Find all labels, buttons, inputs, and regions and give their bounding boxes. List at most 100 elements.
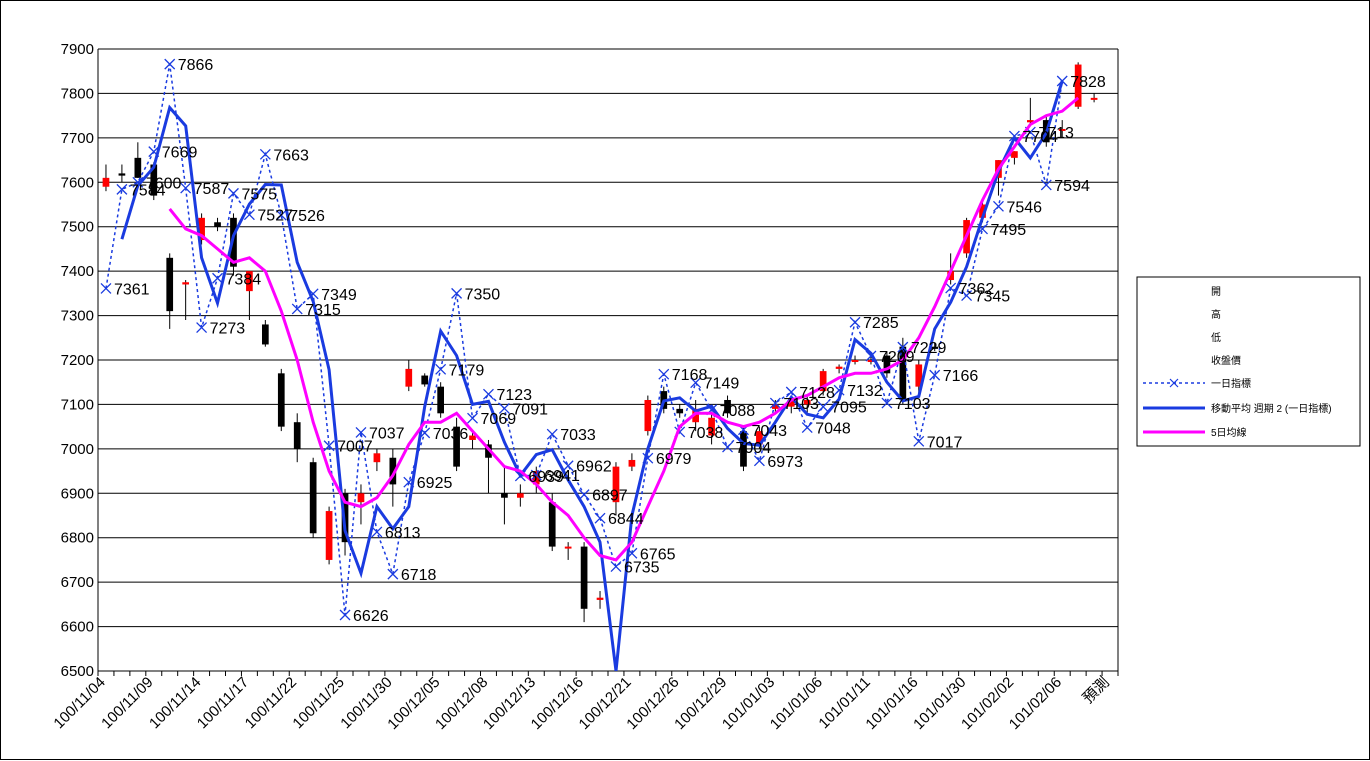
candle xyxy=(596,591,604,609)
candle-body xyxy=(501,493,508,498)
data-label: 7017 xyxy=(927,434,963,451)
series-point xyxy=(610,561,622,573)
series-point xyxy=(355,426,367,438)
x-tick-label: 101/02/06 xyxy=(1006,674,1065,733)
series-point xyxy=(1040,179,1052,191)
candle-body xyxy=(1074,64,1082,107)
series-point xyxy=(961,290,973,302)
candle-body xyxy=(437,386,445,414)
x-tick-label: 預測 xyxy=(1080,674,1113,707)
candle-body xyxy=(756,431,763,445)
candle-body xyxy=(309,462,317,534)
data-label: 7704 xyxy=(1022,129,1058,146)
series-point xyxy=(467,412,478,424)
candle xyxy=(134,142,142,178)
candle-body xyxy=(532,471,540,485)
candle xyxy=(580,542,588,623)
y-tick-label: 7000 xyxy=(61,441,94,458)
x-tick-label: 100/11/09 xyxy=(98,674,156,732)
data-label: 6626 xyxy=(353,608,389,625)
data-label: 7349 xyxy=(321,287,357,304)
y-tick-label: 7800 xyxy=(61,85,94,102)
data-label: 7584 xyxy=(130,182,166,199)
candle xyxy=(931,342,939,352)
candle-body xyxy=(150,164,158,196)
candle-body xyxy=(166,257,174,312)
series-point xyxy=(498,402,510,414)
candle-body xyxy=(979,204,986,218)
data-label: 7168 xyxy=(672,367,708,384)
series-point xyxy=(116,183,128,195)
series-point xyxy=(993,200,1004,212)
candle-body xyxy=(214,222,221,227)
candle xyxy=(102,164,110,192)
candle-body xyxy=(867,360,875,362)
candle-body xyxy=(277,373,285,427)
data-label: 7828 xyxy=(1070,74,1106,91)
candle-body xyxy=(1058,128,1066,131)
data-label: 7362 xyxy=(959,281,995,298)
series-point xyxy=(451,287,463,299)
data-label: 7229 xyxy=(911,340,947,357)
series-point xyxy=(546,428,558,440)
data-label: 7043 xyxy=(751,423,787,440)
candle-body xyxy=(373,453,381,463)
candle xyxy=(501,466,508,525)
series-point xyxy=(275,209,287,221)
data-label: 7345 xyxy=(975,289,1011,306)
data-label: 6973 xyxy=(767,454,803,471)
data-label: 7166 xyxy=(943,368,979,385)
series-line xyxy=(120,80,1064,671)
candle xyxy=(516,484,524,507)
data-label: 7527 xyxy=(257,208,293,225)
y-tick-label: 7600 xyxy=(61,174,94,191)
gridlines xyxy=(97,48,1119,672)
candle-body xyxy=(628,459,636,467)
series-point xyxy=(578,489,590,501)
candle xyxy=(230,213,237,276)
y-tick-label: 7700 xyxy=(61,130,94,147)
candle-body xyxy=(118,173,126,176)
series-point xyxy=(339,609,351,621)
series-point xyxy=(435,363,447,375)
series-point xyxy=(212,272,223,284)
candle-body xyxy=(819,371,827,392)
candle xyxy=(1026,97,1034,125)
data-label: 7384 xyxy=(226,271,262,288)
candle-body xyxy=(469,435,476,440)
candle xyxy=(676,404,684,418)
candle-body xyxy=(293,422,301,449)
data-label: 7713 xyxy=(1038,125,1074,142)
candle xyxy=(851,355,859,365)
candle xyxy=(246,271,253,321)
data-label: 6765 xyxy=(640,546,676,563)
data-label: 7495 xyxy=(991,222,1027,239)
candle xyxy=(325,506,333,565)
series-point xyxy=(371,526,383,538)
data-label: 7088 xyxy=(720,403,756,420)
series-point xyxy=(132,176,144,188)
data-label: 6979 xyxy=(656,451,692,468)
candle xyxy=(214,217,221,232)
series-point xyxy=(690,377,702,389)
data-label: 7037 xyxy=(369,425,405,442)
legend-entry: 收盤價 xyxy=(1211,354,1241,367)
series-point xyxy=(100,283,112,294)
y-tick-label: 7300 xyxy=(61,308,94,325)
series-point xyxy=(594,512,606,524)
data-label: 7361 xyxy=(114,281,150,298)
data-label: 7007 xyxy=(337,439,373,456)
series-line xyxy=(168,96,1080,562)
candle-body xyxy=(851,360,859,362)
series-point xyxy=(785,386,797,398)
series-point xyxy=(323,440,335,452)
candle xyxy=(724,395,731,418)
data-label: 7091 xyxy=(512,401,548,418)
candle-body xyxy=(1026,120,1034,123)
series-point xyxy=(259,148,271,160)
candle-body xyxy=(803,399,811,405)
legend-entry: 移動平均 週期 2 (一日指標) xyxy=(1211,402,1332,415)
series-point xyxy=(291,303,303,315)
